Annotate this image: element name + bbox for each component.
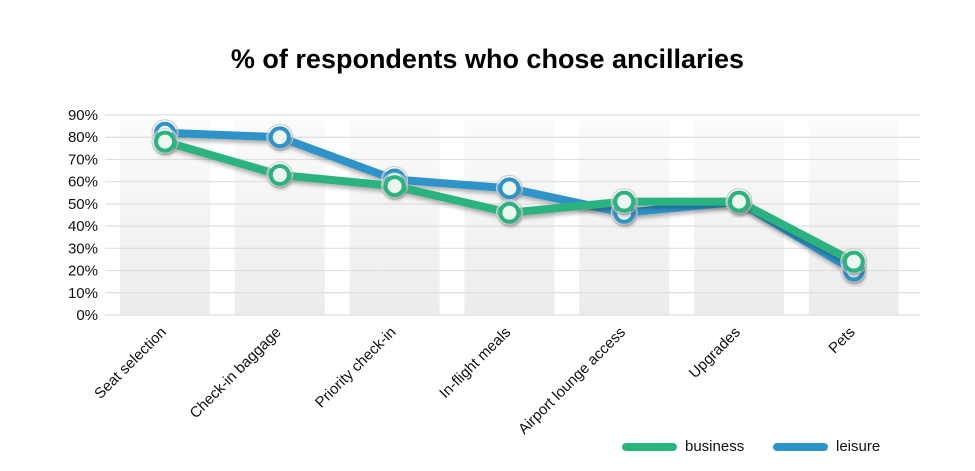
data-point-business <box>842 250 865 273</box>
data-point-business <box>154 130 176 153</box>
data-point-business <box>268 164 291 186</box>
y-tick-label: 30% <box>68 240 98 257</box>
legend-swatch <box>622 442 677 451</box>
data-point-business <box>728 190 750 213</box>
x-tick-label: In-flight meals <box>436 324 514 402</box>
y-tick-label: 70% <box>68 151 98 168</box>
y-tick-label: 40% <box>68 218 98 235</box>
legend-swatch <box>773 442 828 451</box>
x-tick-label: Pets <box>825 324 858 357</box>
x-tick-label: Check-in baggage <box>187 324 285 422</box>
y-tick-label: 80% <box>68 129 98 146</box>
legend-leisure: leisure <box>773 438 880 455</box>
legend-label: business <box>685 438 745 455</box>
data-point-business <box>498 201 521 224</box>
x-tick-label: Seat selection <box>91 324 170 403</box>
chart-title: % of respondents who chose ancillaries <box>230 44 745 74</box>
category-band <box>349 120 440 315</box>
x-tick-label: Upgrades <box>686 324 744 382</box>
data-point-business <box>383 175 406 198</box>
x-tick-label: Airport lounge access <box>515 324 629 438</box>
y-tick-label: 90% <box>68 107 98 124</box>
data-point-leisure <box>268 126 291 149</box>
y-tick-label: 0% <box>76 307 98 324</box>
y-tick-label: 50% <box>68 196 98 213</box>
y-tick-label: 60% <box>68 174 98 191</box>
y-tick-label: 20% <box>68 263 98 280</box>
legend-label: leisure <box>836 438 881 455</box>
x-tick-label: Priority check-in <box>312 324 399 411</box>
y-tick-label: 10% <box>68 285 98 302</box>
category-band <box>808 120 899 315</box>
data-point-leisure <box>498 177 521 200</box>
data-point-business <box>613 190 636 213</box>
legend-business: business <box>622 438 744 455</box>
